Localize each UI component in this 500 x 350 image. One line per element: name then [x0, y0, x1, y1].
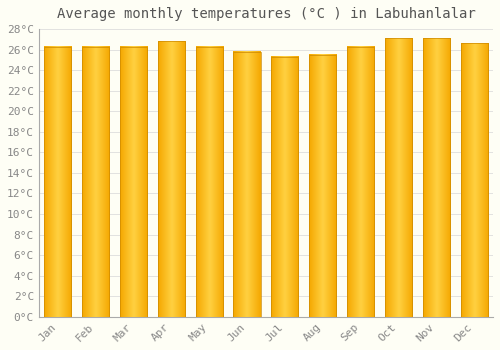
Bar [158, 41, 185, 317]
Bar [196, 47, 223, 317]
Bar [120, 47, 147, 317]
Title: Average monthly temperatures (°C ) in Labuhanlalar: Average monthly temperatures (°C ) in La… [56, 7, 476, 21]
Bar [44, 47, 72, 317]
Bar [271, 57, 298, 317]
Bar [460, 43, 488, 317]
Bar [385, 38, 412, 317]
Bar [347, 47, 374, 317]
Bar [234, 52, 260, 317]
Bar [82, 47, 109, 317]
Bar [422, 38, 450, 317]
Bar [309, 55, 336, 317]
